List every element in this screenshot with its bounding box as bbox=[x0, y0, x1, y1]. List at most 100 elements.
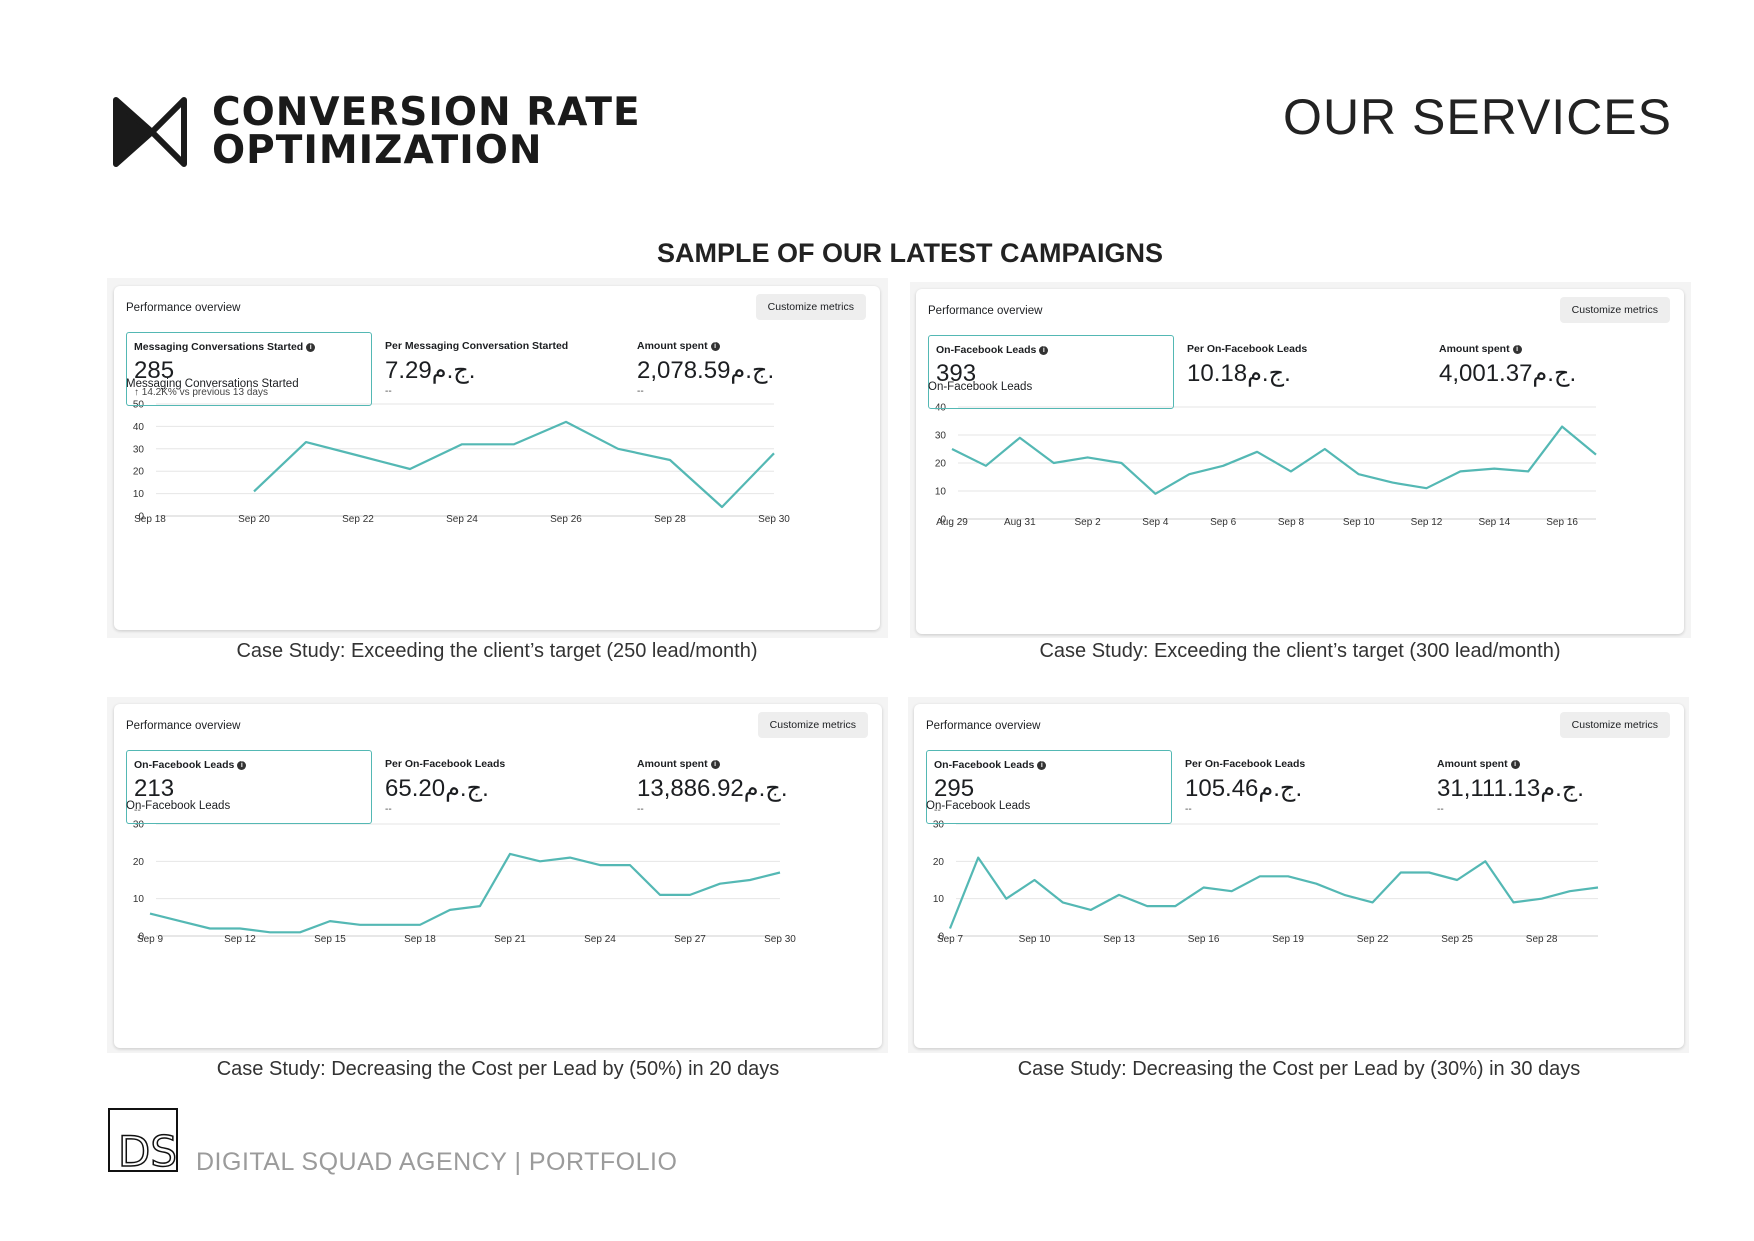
caption-3: Case Study: Decreasing the Cost per Lead… bbox=[216, 1058, 780, 1080]
x-tick-label: Aug 31 bbox=[1004, 517, 1036, 528]
x-tick-label: Sep 21 bbox=[494, 934, 526, 945]
info-icon[interactable]: i bbox=[237, 761, 247, 770]
x-tick-label: Sep 26 bbox=[550, 514, 582, 525]
info-icon[interactable]: i bbox=[1039, 346, 1049, 355]
metric-card[interactable]: On-Facebook Leads i 393 bbox=[928, 335, 1174, 409]
x-tick-label: Sep 12 bbox=[1411, 517, 1443, 528]
title-line-2: OPTIMIZATION bbox=[212, 128, 543, 173]
series-line bbox=[951, 425, 1597, 495]
metric-card[interactable]: Per Messaging Conversation Started 7.29ج.… bbox=[378, 332, 624, 406]
y-tick-label: 10 bbox=[133, 489, 145, 500]
x-tick-label: Sep 18 bbox=[404, 934, 436, 945]
metric-card[interactable]: Messaging Conversations Started i 285 ↑ 14.… bbox=[126, 332, 372, 406]
performance-panel-2: 0 10 20 30 40 Aug 29 Aug 31 Sep 2 Sep 4 Sep 6 Sep … bbox=[916, 289, 1684, 634]
caption-1: Case Study: Exceeding the client’s targe… bbox=[236, 640, 758, 662]
info-icon[interactable]: i bbox=[710, 342, 720, 351]
x-tick-label: Sep 2 bbox=[1075, 517, 1102, 528]
performance-overview-label: Performance overview bbox=[928, 305, 1043, 317]
metric-value: 31,111.13ج.م. bbox=[1437, 775, 1584, 802]
metric-card[interactable]: Per On-Facebook Leads 105.46ج.م. -- bbox=[1178, 750, 1424, 824]
y-tick-label: 20 bbox=[133, 467, 145, 478]
metric-value: 10.18ج.م. bbox=[1187, 360, 1291, 387]
info-icon[interactable]: i bbox=[1037, 761, 1047, 770]
bowtie-logo bbox=[113, 97, 187, 167]
metric-label: On-Facebook Leads i bbox=[134, 759, 247, 771]
y-tick-label: 20 bbox=[933, 857, 945, 868]
metric-subtext: -- bbox=[385, 386, 392, 397]
metric-label-text: Messaging Conversations Started bbox=[134, 341, 304, 353]
metric-card[interactable]: On-Facebook Leads i 213 -- bbox=[126, 750, 372, 824]
metric-value: 2,078.59ج.م. bbox=[637, 357, 775, 384]
page-title: CONVERSION RATE OPTIMIZATION bbox=[212, 93, 641, 173]
metric-value: 295 bbox=[934, 775, 975, 802]
caption-2: Case Study: Exceeding the client’s targe… bbox=[1039, 640, 1561, 662]
metric-subtext: -- bbox=[934, 805, 941, 816]
metric-subtext: ↑ 14.2K% vs previous 13 days bbox=[134, 387, 268, 398]
line-chart: 0 10 20 30 Sep 7 Sep 10 Sep 13 Sep 16 Sep 19 Sep … bbox=[933, 820, 1599, 945]
x-tick-label: Sep 25 bbox=[1441, 934, 1473, 945]
metric-label-text: On-Facebook Leads bbox=[934, 759, 1035, 771]
footer-text: DIGITAL SQUAD AGENCY | PORTFOLIO bbox=[196, 1148, 678, 1176]
chart-title: On-Facebook Leads bbox=[926, 800, 1031, 812]
info-icon[interactable]: i bbox=[1512, 345, 1522, 354]
y-tick-label: 20 bbox=[133, 857, 145, 868]
x-tick-label: Sep 24 bbox=[584, 934, 616, 945]
ds-logo: DS bbox=[108, 1108, 178, 1172]
metric-value: 285 bbox=[134, 357, 175, 384]
y-tick-label: 10 bbox=[933, 894, 945, 905]
metric-label: On-Facebook Leads i bbox=[936, 344, 1049, 356]
x-tick-label: Sep 12 bbox=[224, 934, 256, 945]
metric-card[interactable]: Amount spent i 31,111.13ج.م. -- bbox=[1430, 750, 1676, 824]
metric-card[interactable]: Per On-Facebook Leads 10.18ج.م. bbox=[1180, 335, 1426, 409]
customize-metrics-button[interactable]: Customize metrics bbox=[757, 712, 868, 738]
x-tick-label: Sep 28 bbox=[654, 514, 686, 525]
y-tick-label: 0 bbox=[138, 512, 144, 523]
x-tick-label: Sep 27 bbox=[674, 934, 706, 945]
x-tick-label: Aug 29 bbox=[936, 517, 968, 528]
metric-card[interactable]: On-Facebook Leads i 295 -- bbox=[926, 750, 1172, 824]
customize-metrics-button[interactable]: Customize metrics bbox=[1559, 712, 1670, 738]
performance-overview-label: Performance overview bbox=[926, 720, 1041, 732]
metric-label: Messaging Conversations Started i bbox=[134, 341, 316, 353]
customize-metrics-button[interactable]: Customize metrics bbox=[1559, 297, 1670, 323]
metric-card[interactable]: Amount spent i 2,078.59ج.م. -- bbox=[630, 332, 876, 406]
customize-metrics-button[interactable]: Customize metrics bbox=[755, 294, 866, 320]
metric-subtext: -- bbox=[134, 805, 141, 816]
metric-subtext: -- bbox=[637, 804, 644, 815]
x-tick-label: Sep 30 bbox=[758, 514, 790, 525]
y-tick-label: 40 bbox=[133, 422, 145, 433]
y-tick-label: 0 bbox=[938, 932, 944, 943]
line-chart: 0 10 20 30 Sep 9 Sep 12 Sep 15 Sep 18 Sep 21 Sep … bbox=[133, 820, 796, 946]
metric-label-text: Per On-Facebook Leads bbox=[1187, 343, 1308, 355]
performance-panel-4: 0 10 20 30 Sep 7 Sep 10 Sep 13 Sep 16 Sep 19 Sep … bbox=[914, 704, 1684, 1048]
metric-value: 213 bbox=[134, 775, 175, 802]
metric-value: 105.46ج.م. bbox=[1185, 775, 1303, 802]
series-line bbox=[149, 852, 781, 934]
x-tick-label: Sep 13 bbox=[1103, 934, 1135, 945]
x-tick-label: Sep 7 bbox=[937, 934, 964, 945]
x-tick-label: Sep 22 bbox=[342, 514, 374, 525]
section-label: OUR SERVICES bbox=[1283, 89, 1672, 145]
info-icon[interactable]: i bbox=[306, 343, 316, 352]
metric-label-text: Per Messaging Conversation Started bbox=[385, 340, 569, 352]
y-tick-label: 30 bbox=[133, 820, 145, 831]
x-tick-label: Sep 10 bbox=[1343, 517, 1375, 528]
y-tick-label: 0 bbox=[940, 515, 946, 526]
metric-value: 393 bbox=[936, 360, 977, 387]
metric-label-text: Amount spent bbox=[1439, 343, 1510, 355]
info-icon[interactable]: i bbox=[710, 760, 720, 769]
metric-label-text: Amount spent bbox=[1437, 758, 1508, 770]
series-line bbox=[948, 856, 1599, 929]
x-tick-label: Sep 8 bbox=[1278, 517, 1305, 528]
x-tick-label: Sep 18 bbox=[134, 514, 166, 525]
metric-card[interactable]: Amount spent i 4,001.37ج.م. bbox=[1432, 335, 1678, 409]
metric-label: Amount spent i bbox=[637, 340, 720, 352]
performance-panel-1: 0 10 20 30 40 50 Sep 18 Sep 20 Sep 22 Sep 24 Sep 2… bbox=[114, 286, 880, 630]
metric-card[interactable]: Per On-Facebook Leads 65.20ج.م. -- bbox=[378, 750, 624, 824]
metric-label: Per Messaging Conversation Started bbox=[385, 340, 568, 352]
metric-subtext: -- bbox=[637, 386, 644, 397]
info-icon[interactable]: i bbox=[1510, 760, 1520, 769]
metric-subtext: -- bbox=[1437, 804, 1444, 815]
x-tick-label: Sep 24 bbox=[446, 514, 478, 525]
metric-card[interactable]: Amount spent i 13,886.92ج.م. -- bbox=[630, 750, 876, 824]
